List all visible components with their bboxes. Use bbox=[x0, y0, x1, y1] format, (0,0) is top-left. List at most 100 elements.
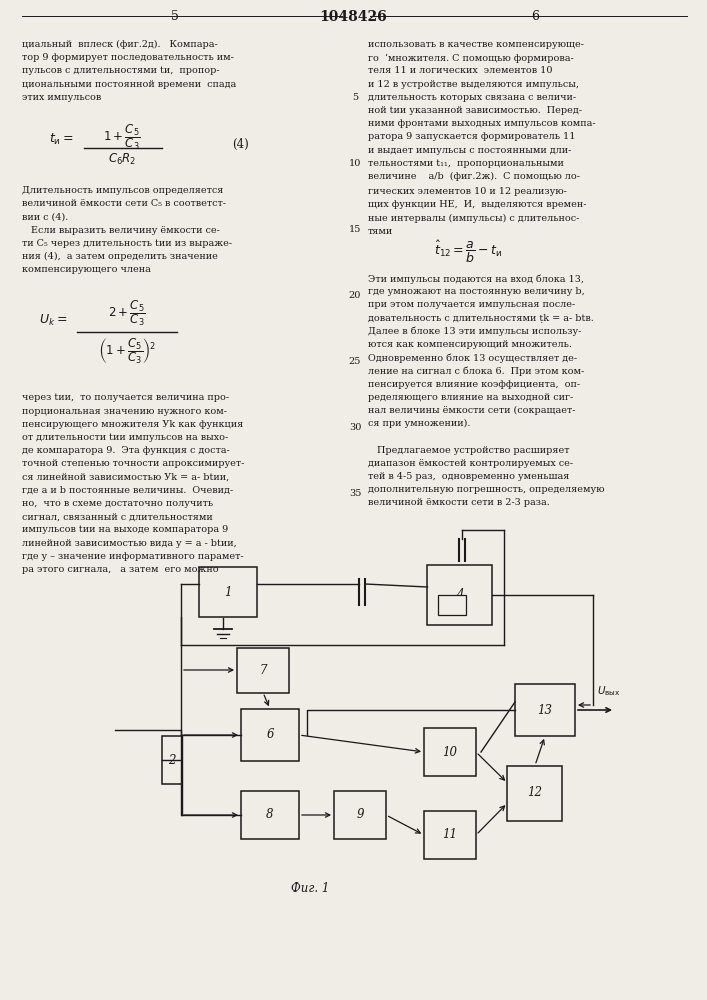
Text: циальный  вплеск (фиг.2д).   Компара-: циальный вплеск (фиг.2д). Компара- bbox=[22, 40, 218, 49]
Text: 10: 10 bbox=[443, 746, 457, 758]
Text: $2 + \dfrac{C_5}{C_3}$: $2 + \dfrac{C_5}{C_3}$ bbox=[108, 298, 146, 328]
Text: Далее в блоке 13 эти импульсы использу-: Далее в блоке 13 эти импульсы использу- bbox=[368, 327, 581, 336]
Text: ются как компенсирующий множитель.: ются как компенсирующий множитель. bbox=[368, 340, 572, 349]
Text: циональными постоянной времени  спада: циональными постоянной времени спада bbox=[22, 80, 236, 89]
Text: через tии,  то получается величина про-: через tии, то получается величина про- bbox=[22, 393, 229, 402]
Text: пенсируется влияние коэффициента,  оп-: пенсируется влияние коэффициента, оп- bbox=[368, 380, 580, 389]
Text: $C_6 R_2$: $C_6 R_2$ bbox=[107, 152, 136, 167]
Text: 13: 13 bbox=[537, 704, 552, 716]
Text: но,  что в схеме достаточно получить: но, что в схеме достаточно получить bbox=[22, 499, 213, 508]
Text: ные интервалы (импульсы) с длительнос-: ные интервалы (импульсы) с длительнос- bbox=[368, 214, 579, 223]
Text: где a и b постоянные величины.  Очевид-: где a и b постоянные величины. Очевид- bbox=[22, 486, 233, 495]
Text: Одновременно блок 13 осуществляет де-: Одновременно блок 13 осуществляет де- bbox=[368, 353, 577, 363]
Text: при этом получается импульсная после-: при этом получается импульсная после- bbox=[368, 300, 575, 309]
Text: $U_k =$: $U_k =$ bbox=[39, 313, 67, 328]
Text: 30: 30 bbox=[349, 423, 361, 432]
Text: и 12 в устройстве выделяются импульсы,: и 12 в устройстве выделяются импульсы, bbox=[368, 80, 579, 89]
Text: сигнал, связанный с длительностями: сигнал, связанный с длительностями bbox=[22, 512, 213, 521]
Text: тями: тями bbox=[368, 227, 393, 236]
Text: ними фронтами выходных импульсов компа-: ними фронтами выходных импульсов компа- bbox=[368, 119, 595, 128]
Text: величине    a/b  (фиг.2ж).  С помощью ло-: величине a/b (фиг.2ж). С помощью ло- bbox=[368, 172, 580, 181]
Text: где умножают на постоянную величину b,: где умножают на постоянную величину b, bbox=[368, 287, 585, 296]
Text: импульсов tии на выходе компаратора 9: импульсов tии на выходе компаратора 9 bbox=[22, 525, 228, 534]
Text: 35: 35 bbox=[349, 489, 361, 498]
Text: использовать в качестве компенсирующе-: использовать в качестве компенсирующе- bbox=[368, 40, 584, 49]
Text: ной tии указанной зависимостью.  Перед-: ной tии указанной зависимостью. Перед- bbox=[368, 106, 582, 115]
Bar bbox=[241, 791, 299, 839]
Bar bbox=[515, 684, 575, 736]
Text: тей в 4-5 раз,  одновременно уменьшая: тей в 4-5 раз, одновременно уменьшая bbox=[368, 472, 569, 481]
Text: Эти импульсы подаются на вход блока 13,: Эти импульсы подаются на вход блока 13, bbox=[368, 274, 584, 284]
Text: 2: 2 bbox=[168, 754, 176, 766]
Bar bbox=[199, 567, 257, 617]
Text: 25: 25 bbox=[349, 357, 361, 366]
Text: довательность с длительностями ṭk = a- btв.: довательность с длительностями ṭk = a- b… bbox=[368, 314, 594, 323]
Bar bbox=[241, 709, 299, 761]
Text: тор 9 формирует последовательность им-: тор 9 формирует последовательность им- bbox=[22, 53, 234, 62]
Text: дополнительную погрешность, определяемую: дополнительную погрешность, определяемую bbox=[368, 485, 604, 494]
Text: 12: 12 bbox=[527, 786, 542, 800]
Text: $\hat{t}_{12} = \dfrac{a}{b} - t_{\rm и}$: $\hat{t}_{12} = \dfrac{a}{b} - t_{\rm и}… bbox=[434, 239, 502, 265]
Text: Фиг. 1: Фиг. 1 bbox=[291, 882, 329, 895]
Text: ратора 9 запускается формирователь 11: ратора 9 запускается формирователь 11 bbox=[368, 132, 575, 141]
Text: величиной ёмкости сети C₅ в соответст-: величиной ёмкости сети C₅ в соответст- bbox=[22, 199, 226, 208]
Text: 20: 20 bbox=[349, 291, 361, 300]
Text: вии с (4).: вии с (4). bbox=[22, 212, 69, 221]
Text: 5: 5 bbox=[352, 93, 358, 102]
Text: 6: 6 bbox=[531, 10, 539, 23]
Text: ния (4),  а затем определить значение: ния (4), а затем определить значение bbox=[22, 252, 218, 261]
Text: ределяющего влияние на выходной сиг-: ределяющего влияние на выходной сиг- bbox=[368, 393, 573, 402]
Text: ся линейной зависимостью Уk = a- btии,: ся линейной зависимостью Уk = a- btии, bbox=[22, 473, 229, 482]
Text: ление на сигнал с блока 6.  При этом ком-: ление на сигнал с блока 6. При этом ком- bbox=[368, 366, 584, 376]
Text: $U_{\rm вых}$: $U_{\rm вых}$ bbox=[597, 684, 621, 698]
Text: 15: 15 bbox=[349, 225, 361, 234]
Text: 4: 4 bbox=[456, 588, 464, 601]
Text: щих функции НЕ,  И,  выделяются времен-: щих функции НЕ, И, выделяются времен- bbox=[368, 200, 587, 209]
Bar bbox=[237, 648, 289, 692]
Text: Предлагаемое устройство расширяет: Предлагаемое устройство расширяет bbox=[368, 446, 570, 455]
Text: 10: 10 bbox=[349, 159, 361, 168]
Text: 11: 11 bbox=[443, 828, 457, 842]
Text: (4): (4) bbox=[232, 137, 249, 150]
Bar bbox=[334, 791, 386, 839]
Text: диапазон ёмкостей контролируемых се-: диапазон ёмкостей контролируемых се- bbox=[368, 459, 573, 468]
Text: длительность которых связана с величи-: длительность которых связана с величи- bbox=[368, 93, 576, 102]
Text: ти C₅ через длительность tии из выраже-: ти C₅ через длительность tии из выраже- bbox=[22, 239, 232, 248]
Text: теля 11 и логических  элементов 10: теля 11 и логических элементов 10 bbox=[368, 66, 552, 75]
Text: пенсирующего множителя Уk как функция: пенсирующего множителя Уk как функция bbox=[22, 420, 243, 429]
Bar bbox=[424, 811, 476, 859]
Text: $\left(1 + \dfrac{C_5}{C_3}\right)^{\!2}$: $\left(1 + \dfrac{C_5}{C_3}\right)^{\!2}… bbox=[98, 336, 156, 366]
Text: 9: 9 bbox=[356, 808, 363, 822]
Bar bbox=[428, 565, 493, 625]
Text: гических элементов 10 и 12 реализую-: гических элементов 10 и 12 реализую- bbox=[368, 187, 567, 196]
Text: $t_{\rm и} =$: $t_{\rm и} =$ bbox=[49, 131, 74, 147]
Text: компенсирующего члена: компенсирующего члена bbox=[22, 265, 151, 274]
Bar bbox=[424, 728, 476, 776]
Bar bbox=[438, 595, 466, 615]
Text: 1048426: 1048426 bbox=[319, 10, 387, 24]
Text: 7: 7 bbox=[259, 664, 267, 676]
Text: точной степенью точности апроксимирует-: точной степенью точности апроксимирует- bbox=[22, 459, 245, 468]
Text: го  ‘множителя. С помощью формирова-: го ‘множителя. С помощью формирова- bbox=[368, 53, 574, 63]
Text: ра этого сигнала,   а затем  его можно: ра этого сигнала, а затем его можно bbox=[22, 565, 218, 574]
Bar bbox=[162, 736, 182, 784]
Text: величиной ёмкости сети в 2-3 раза.: величиной ёмкости сети в 2-3 раза. bbox=[368, 498, 550, 507]
Text: 5: 5 bbox=[171, 10, 179, 23]
Text: Если выразить величину ёмкости се-: Если выразить величину ёмкости се- bbox=[22, 226, 220, 235]
Text: ся при умножении).: ся при умножении). bbox=[368, 419, 470, 428]
Text: 8: 8 bbox=[267, 808, 274, 822]
Text: 1: 1 bbox=[224, 585, 232, 598]
Text: линейной зависимостью вида y = a - btии,: линейной зависимостью вида y = a - btии, bbox=[22, 539, 237, 548]
Text: нал величины ёмкости сети (сокращает-: нал величины ёмкости сети (сокращает- bbox=[368, 406, 575, 415]
Text: где y – значение информативного парамет-: где y – значение информативного парамет- bbox=[22, 552, 244, 561]
Text: пульсов с длительностями tи,  пропор-: пульсов с длительностями tи, пропор- bbox=[22, 66, 220, 75]
Text: порциональная значению нужного ком-: порциональная значению нужного ком- bbox=[22, 407, 227, 416]
Text: от длительности tии импульсов на выхо-: от длительности tии импульсов на выхо- bbox=[22, 433, 228, 442]
Text: и выдает импульсы с постоянными дли-: и выдает импульсы с постоянными дли- bbox=[368, 146, 571, 155]
Text: $1 + \dfrac{C_5}{C_3}$: $1 + \dfrac{C_5}{C_3}$ bbox=[103, 122, 141, 152]
Text: де компаратора 9.  Эта функция с доста-: де компаратора 9. Эта функция с доста- bbox=[22, 446, 230, 455]
Bar bbox=[508, 766, 563, 820]
Text: 6: 6 bbox=[267, 728, 274, 742]
Text: этих импульсов: этих импульсов bbox=[22, 93, 101, 102]
Text: Длительность импульсов определяется: Длительность импульсов определяется bbox=[22, 186, 223, 195]
